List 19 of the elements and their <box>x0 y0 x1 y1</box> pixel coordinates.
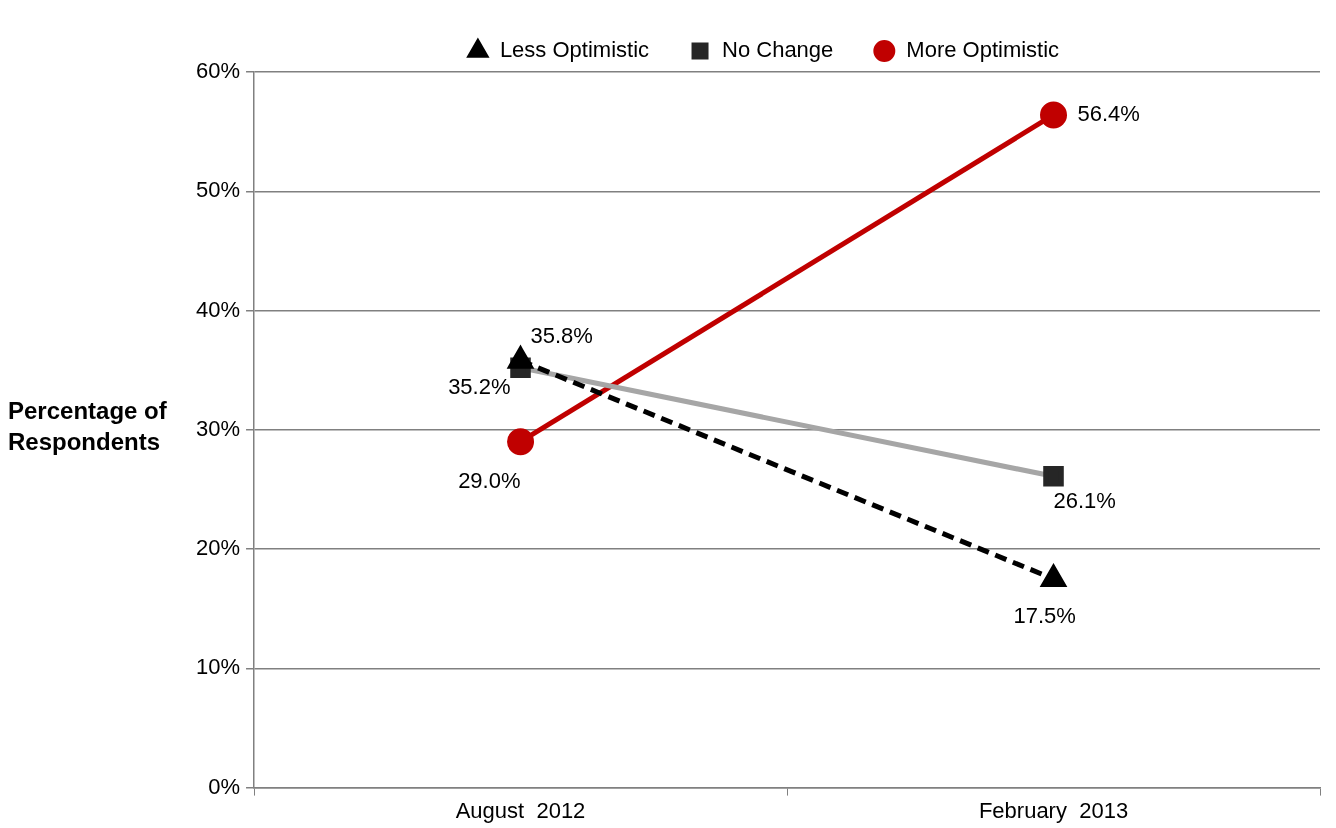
y-tick-label: 40% <box>195 296 241 322</box>
data-label: 56.4% <box>1077 101 1140 126</box>
y-tick-label: 20% <box>195 535 241 561</box>
y-tick-label: 50% <box>195 177 241 203</box>
data-label: 26.1% <box>1053 488 1116 514</box>
x-tick-label: August 2012 <box>455 797 586 823</box>
y-axis-title: Percentage of Respondents <box>8 396 168 457</box>
data-label: 29.0% <box>458 467 521 493</box>
legend-label: Less Optimistic <box>499 37 650 63</box>
y-tick-label: 0% <box>208 773 241 799</box>
y-tick-label: 60% <box>195 58 241 84</box>
x-tick-label: February 2013 <box>978 797 1129 823</box>
data-label: 35.2% <box>448 373 511 399</box>
data-label: 35.8% <box>530 322 593 348</box>
legend-label: No Change <box>722 37 834 63</box>
data-label: 17.5% <box>1013 602 1076 628</box>
y-tick-label: 30% <box>195 415 241 441</box>
y-tick-label: 10% <box>195 654 241 680</box>
legend-label: More Optimistic <box>906 37 1060 63</box>
